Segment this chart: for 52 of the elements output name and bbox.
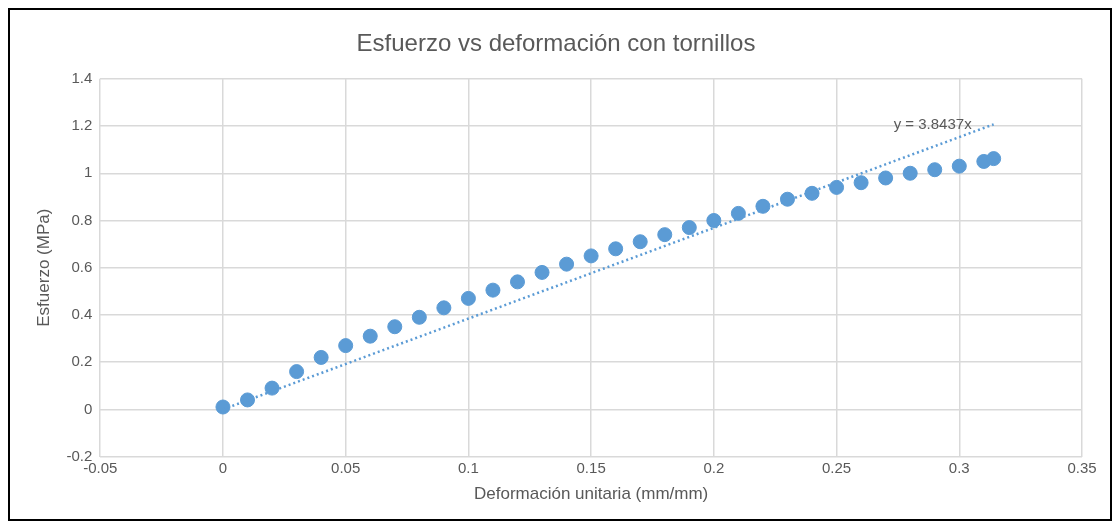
- y-tick-label: 0.6: [71, 257, 93, 275]
- y-tick-label: 0.8: [71, 210, 93, 228]
- point: [804, 185, 820, 201]
- y-tick-label: 1.4: [71, 68, 93, 86]
- point: [485, 282, 501, 298]
- point: [534, 264, 550, 280]
- point: [460, 290, 476, 306]
- x-tick-label: 0.2: [703, 458, 725, 476]
- y-tick-label: 0: [83, 399, 93, 417]
- point: [730, 205, 746, 221]
- point: [608, 241, 624, 257]
- point: [657, 227, 673, 243]
- y-tick-label: 1.2: [71, 116, 93, 134]
- point: [264, 380, 280, 396]
- point: [215, 399, 231, 415]
- x-tick-label: 0.25: [821, 458, 852, 476]
- point: [387, 319, 403, 335]
- point: [583, 248, 599, 264]
- point: [829, 179, 845, 195]
- y-tick-label: 0.4: [71, 305, 93, 323]
- x-tick-label: 0.1: [457, 458, 479, 476]
- x-tick-label: 0.15: [576, 458, 606, 476]
- point: [240, 392, 256, 408]
- point: [878, 170, 894, 186]
- point: [853, 175, 869, 191]
- point: [559, 256, 575, 272]
- annotation: y = 3.8437x: [893, 114, 973, 132]
- point: [681, 220, 697, 236]
- point: [951, 158, 967, 174]
- point: [411, 309, 427, 325]
- point: [632, 234, 648, 250]
- y-axis-title: Esfuerzo (MPa): [33, 208, 53, 327]
- x-tick-label: 0.3: [948, 458, 970, 476]
- point: [313, 349, 329, 365]
- point: [779, 191, 795, 207]
- x-tick-label: 0.05: [331, 458, 361, 476]
- y-tick-label: 0.2: [71, 352, 93, 370]
- point: [362, 328, 378, 344]
- point: [289, 364, 305, 380]
- point: [902, 165, 918, 181]
- point: [927, 162, 943, 178]
- point: [755, 198, 771, 214]
- point: [706, 212, 722, 228]
- y-tick-label: 1: [83, 163, 93, 181]
- point: [509, 274, 525, 290]
- point: [986, 151, 1002, 167]
- x-axis-title: Deformación unitaria (mm/mm): [473, 484, 709, 504]
- chart-title: Esfuerzo vs deformación con tornillos: [356, 29, 756, 57]
- x-tick-label: 0: [218, 458, 228, 476]
- x-tick-label: 0.35: [1067, 458, 1097, 476]
- point: [338, 338, 354, 354]
- point: [436, 300, 452, 316]
